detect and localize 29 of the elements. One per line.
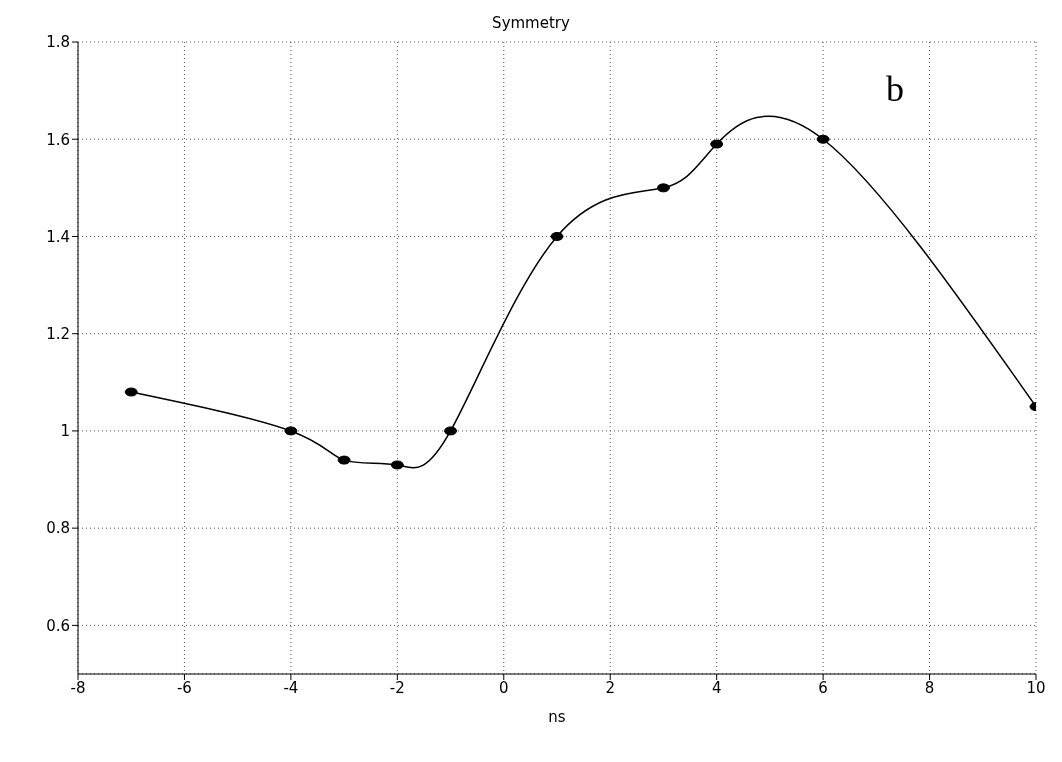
y-tick-label: 1.8	[46, 33, 70, 52]
y-tick-label: 0.6	[46, 616, 70, 635]
point	[444, 426, 458, 436]
point	[337, 455, 351, 465]
x-tick-label: 10	[1026, 678, 1046, 697]
x-tick-label: 8	[924, 678, 935, 697]
y-tick-label: 1	[60, 422, 70, 441]
point	[656, 183, 670, 193]
x-tick-label: 0	[499, 678, 509, 697]
point	[390, 460, 404, 470]
x-tick-label: 4	[711, 678, 722, 697]
x-tick-label: 2	[605, 678, 615, 697]
x-tick-label: -8	[70, 678, 86, 697]
x-tick-label: -6	[176, 678, 192, 697]
point	[124, 387, 138, 397]
point	[550, 231, 564, 241]
chart-title: Symmetry	[491, 14, 571, 32]
y-tick-label: 1.4	[46, 227, 70, 246]
x-axis-title: ns	[548, 708, 566, 726]
x-tick-label: -2	[389, 678, 405, 697]
point	[816, 134, 830, 144]
y-tick-label: 0.8	[46, 519, 70, 538]
annotation: b	[886, 68, 904, 110]
y-tick-label: 1.2	[46, 325, 70, 344]
x-tick-label: -4	[283, 678, 299, 697]
point	[710, 139, 724, 149]
y-tick-label: 1.6	[46, 130, 70, 149]
x-tick-label: 6	[818, 678, 828, 697]
point	[284, 426, 298, 436]
